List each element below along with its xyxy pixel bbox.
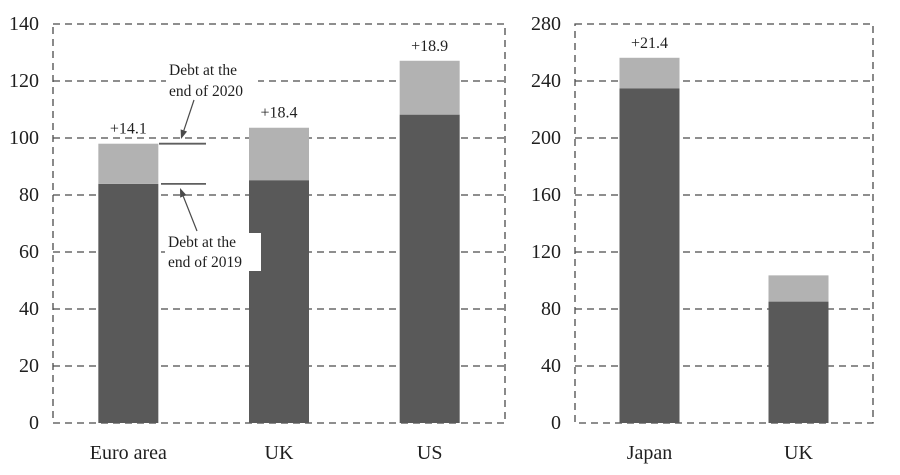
bar-label-left-us: +18.9 [411,38,448,55]
annotation-text-0-line-1: end of 2020 [169,83,243,100]
bar-label-left-euro-area: +14.1 [110,121,147,138]
right-ytick-120: 120 [531,241,561,263]
left-ytick-80: 80 [19,184,39,206]
left-ytick-0: 0 [29,412,39,434]
right-ytick-80: 80 [541,298,561,320]
bar-label-left-uk: +18.4 [260,105,297,122]
bar-right-japan-2020-increase [619,57,680,89]
left-ytick-120: 120 [9,70,39,92]
right-chart: 0 40 80 120 160 200 240 280 +21.4 Japan UK [531,13,874,464]
bar-left-euro-area-2020-increase [98,143,159,184]
annotation-text-bg-1 [165,233,261,271]
bar-left-us-2019 [399,114,460,423]
right-ytick-0: 0 [551,412,561,434]
annotation-debt-at-the-end-of-2019: Debt at the end of 2019 [161,182,261,271]
left-ytick-60: 60 [19,241,39,263]
annotation-text-1-line-0: Debt at the [168,234,236,251]
left-ytick-100: 100 [9,127,39,149]
right-ytick-40: 40 [541,355,561,377]
annotation-arrow-1-line [182,196,198,232]
annotation-arrow-0-head [180,129,188,139]
annotation-arrow-0-line [183,99,195,131]
bar-right-japan-2019 [619,88,680,423]
left-category-uk: UK [265,442,294,464]
left-plot-border [52,23,506,424]
right-category-uk: UK [784,442,813,464]
right-ytick-280: 280 [531,13,561,35]
bar-left-us-2020-increase [399,60,460,115]
right-category-japan: Japan [627,442,673,464]
left-ytick-20: 20 [19,355,39,377]
left-ytick-140: 140 [9,13,39,35]
bar-label-right-japan: +21.4 [631,35,668,52]
bar-right-uk-2020-increase [768,275,829,302]
bar-left-uk-2019 [249,180,309,423]
bar-right-uk-2019 [768,301,829,423]
left-category-us: US [417,442,443,464]
left-ytick-40: 40 [19,298,39,320]
annotation-arrow-1-head [180,188,187,198]
right-ytick-240: 240 [531,70,561,92]
right-plot-border [574,23,874,424]
bar-left-euro-area-2019 [98,183,159,423]
left-category-euro-area: Euro area [90,442,167,464]
annotation-debt-at-the-end-of-2020: Debt at the end of 2020 [159,61,258,145]
annotation-text-bg-0 [166,61,258,99]
bar-left-uk-2020-increase [249,127,309,181]
annotation-text-1-line-1: end of 2019 [168,254,242,271]
annotation-text-0-line-0: Debt at the [169,62,237,79]
right-ytick-200: 200 [531,127,561,149]
right-ytick-160: 160 [531,184,561,206]
left-chart: 0 20 40 60 80 100 120 140 +14.1 Euro area +18.4 UK +… [9,13,506,464]
